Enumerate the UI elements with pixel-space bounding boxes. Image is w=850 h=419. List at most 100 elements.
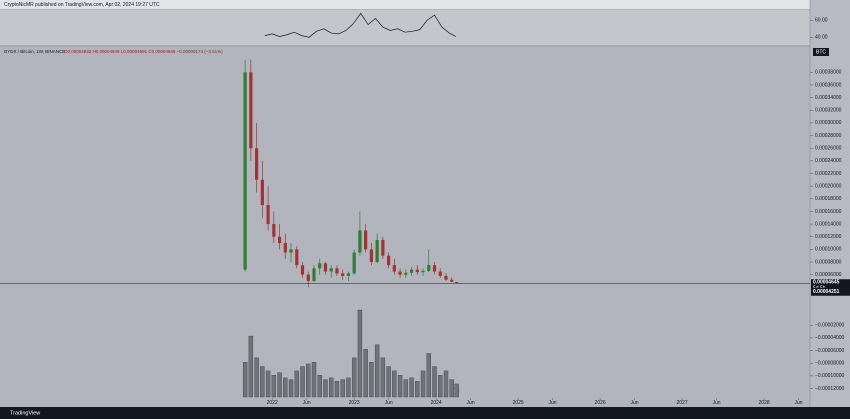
volume-bar xyxy=(426,353,431,398)
candle-body xyxy=(266,205,270,225)
x-tick-label: 2028 xyxy=(759,400,770,406)
y-tick-label: 0.00022000 xyxy=(815,171,842,177)
y-tick-label: 0.00024000 xyxy=(815,158,842,164)
candle-body xyxy=(444,275,448,280)
y-tick-label: −0.00012000 xyxy=(815,386,845,392)
y-tick-label: 0.00034000 xyxy=(815,95,842,101)
x-tick-label: 2022 xyxy=(267,400,278,406)
candle-body xyxy=(277,236,282,244)
candle-body xyxy=(415,269,419,273)
volume-bar xyxy=(386,366,391,398)
candle-body xyxy=(289,249,293,253)
y-tick-label: 0.00016000 xyxy=(815,209,842,215)
volume-bar xyxy=(363,348,368,398)
volume-bar xyxy=(351,357,357,398)
candle-body xyxy=(312,268,316,281)
y-tick-label: 0.00012000 xyxy=(815,234,842,240)
volume-bar xyxy=(260,366,265,398)
candle-body xyxy=(255,148,259,180)
volume-bar xyxy=(454,383,459,398)
candle-body xyxy=(387,255,391,266)
candle-body xyxy=(375,239,379,263)
x-tick-label: Jun xyxy=(385,400,393,406)
volume-bar xyxy=(265,370,271,398)
candle-body xyxy=(427,265,431,271)
volume-bar xyxy=(415,381,420,398)
candle-body xyxy=(335,268,339,274)
x-tick-label: Jun xyxy=(794,400,802,406)
candle-body xyxy=(249,72,253,149)
currency: BTC xyxy=(816,49,826,55)
volume-bar xyxy=(380,357,386,398)
volume-bar xyxy=(369,362,374,398)
volume-bar xyxy=(329,377,334,398)
x-tick-label: Jun xyxy=(713,400,721,406)
candle-body xyxy=(364,230,368,250)
marker-price-label: 0.00004251 xyxy=(813,289,840,295)
footer-bar xyxy=(0,407,850,419)
volume-bar xyxy=(438,375,443,398)
x-tick-label: 2027 xyxy=(677,400,688,406)
volume-bar xyxy=(443,370,449,398)
volume-bar xyxy=(403,379,409,398)
candle-body xyxy=(272,224,276,237)
candle-body xyxy=(295,249,299,266)
marker-price-box xyxy=(811,287,850,296)
candle-body xyxy=(398,271,402,275)
candle-body xyxy=(455,282,459,284)
x-tick-label: Jun xyxy=(303,400,311,406)
volume-bar xyxy=(392,370,397,398)
y-tick-label: −0.00010000 xyxy=(815,373,845,379)
candle-body xyxy=(450,279,454,282)
y-tick-label: 0.00032000 xyxy=(815,108,842,114)
last-price-label: 0.00004645 xyxy=(813,280,840,286)
currency-box xyxy=(813,48,829,56)
volume-bar xyxy=(306,363,311,398)
volume-bar xyxy=(346,377,351,398)
volume-bar xyxy=(311,362,317,398)
x-tick-label: Jun xyxy=(467,400,475,406)
y-tick-label: −0.00006000 xyxy=(815,348,845,354)
candle-body xyxy=(318,263,322,269)
candle-body xyxy=(300,265,305,275)
volume-bar xyxy=(242,362,248,398)
volume-bar xyxy=(420,370,426,398)
volume-bar xyxy=(248,335,254,398)
y-tick-label: 0.00018000 xyxy=(815,196,842,202)
y-tick-label: 0.00036000 xyxy=(815,82,842,88)
x-tick-label: 2024 xyxy=(431,400,442,406)
candle-body xyxy=(369,249,373,263)
volume-bar xyxy=(254,357,259,398)
x-tick-label: 2026 xyxy=(595,400,606,406)
y-tick-label: 0.00010000 xyxy=(815,247,842,253)
volume-bar xyxy=(271,375,277,398)
indicator-tick-label: 60.00 xyxy=(815,18,828,24)
y-tick-label: −0.00002000 xyxy=(815,323,845,329)
candle-body xyxy=(323,263,328,272)
volume-bar xyxy=(340,379,345,398)
candle-body xyxy=(381,239,385,256)
y-tick-label: −0.00008000 xyxy=(815,361,845,367)
x-tick-label: 2023 xyxy=(349,400,360,406)
candle-body xyxy=(438,271,442,276)
volume-bar xyxy=(283,377,288,398)
volume-bar xyxy=(277,372,282,398)
candle-body xyxy=(341,273,345,276)
candle-body xyxy=(352,252,356,274)
volume-bar xyxy=(397,375,403,398)
volume-bar xyxy=(323,379,328,398)
candle-body xyxy=(404,272,408,275)
candle-body xyxy=(346,273,351,276)
volume-bar xyxy=(300,366,305,398)
y-tick-label: 0.00008000 xyxy=(815,259,842,265)
x-tick-label: Jun xyxy=(631,400,639,406)
volume-bar xyxy=(288,379,294,398)
candle-body xyxy=(432,265,437,272)
y-tick-label: 0.00026000 xyxy=(815,146,842,152)
x-tick-label: 2025 xyxy=(513,400,524,406)
volume-bar xyxy=(374,344,380,398)
y-tick-label: 0.00006000 xyxy=(815,272,842,278)
volume-bar xyxy=(409,377,414,398)
volume-bar xyxy=(317,375,322,398)
